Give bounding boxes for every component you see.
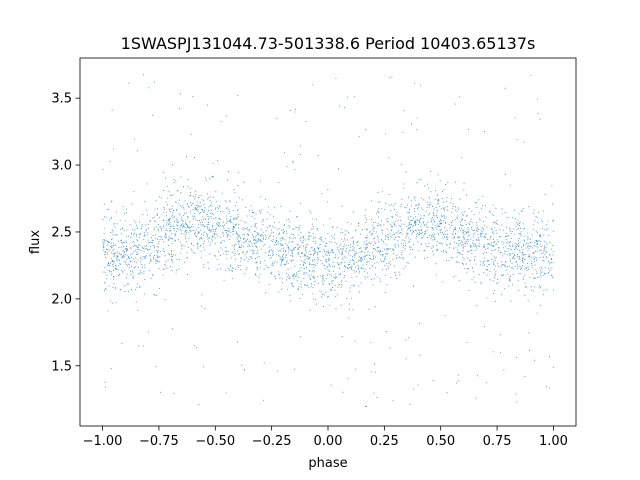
- x-tick-label: −1.00: [83, 434, 123, 449]
- y-axis-label: flux: [28, 230, 43, 254]
- y-tick-label: 3.0: [51, 159, 72, 174]
- x-tick-label: 0.50: [426, 434, 455, 449]
- x-tick-label: 0.75: [483, 434, 512, 449]
- y-axis: 1.5 2.0 2.5 3.0 3.5: [51, 92, 80, 374]
- y-tick-label: 2.0: [51, 292, 72, 307]
- x-tick-label: 1.00: [539, 434, 568, 449]
- y-tick-label: 3.5: [51, 92, 72, 107]
- x-tick-label: −0.50: [195, 434, 235, 449]
- y-tick-label: 2.5: [51, 225, 72, 240]
- x-tick-label: −0.25: [252, 434, 292, 449]
- x-axis: −1.00 −0.75 −0.50 −0.25 0.00 0.25 0.50 0.75 1.00: [83, 426, 568, 449]
- x-tick-label: −0.75: [139, 434, 179, 449]
- chart-title: 1SWASPJ131044.73-501338.6 Period 10403.6…: [121, 34, 536, 53]
- x-tick-label: 0.25: [370, 434, 399, 449]
- x-tick-label: 0.00: [314, 434, 343, 449]
- x-axis-label: phase: [308, 456, 347, 471]
- y-tick-label: 1.5: [51, 359, 72, 374]
